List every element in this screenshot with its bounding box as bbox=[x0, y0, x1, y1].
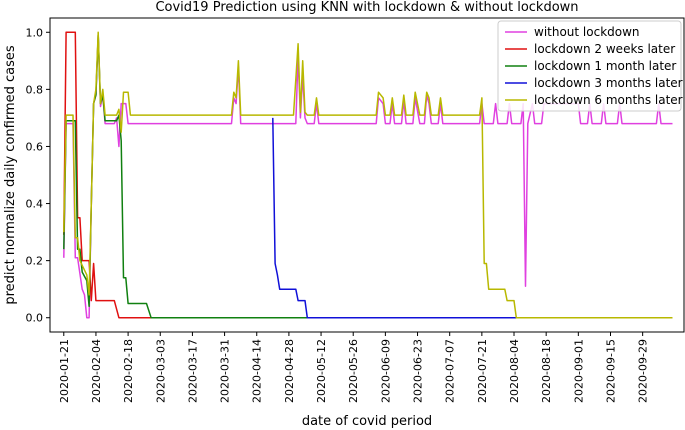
x-tick-label: 2020-05-12 bbox=[315, 339, 328, 403]
series-line-4 bbox=[272, 117, 673, 319]
x-axis: 2020-01-21 2020-02-04 2020-02-18 2020-03-03… bbox=[58, 332, 650, 403]
legend-label: lockdown 3 months later bbox=[534, 76, 683, 90]
y-tick-label: 0.4 bbox=[26, 198, 44, 211]
x-tick-label: 2020-05-26 bbox=[347, 339, 360, 403]
x-tick-label: 2020-04-28 bbox=[283, 339, 296, 403]
x-tick-label: 2020-06-09 bbox=[379, 339, 392, 403]
x-axis-title: date of covid period bbox=[302, 414, 432, 429]
x-tick-label: 2020-06-23 bbox=[412, 339, 425, 403]
legend-label: without lockdown bbox=[534, 25, 640, 39]
legend-label: lockdown 6 months later bbox=[534, 93, 683, 107]
x-tick-label: 2020-07-21 bbox=[476, 339, 489, 403]
y-tick-label: 0.2 bbox=[26, 255, 44, 268]
y-tick-label: 0.6 bbox=[26, 140, 44, 153]
x-tick-label: 2020-09-15 bbox=[604, 339, 617, 403]
x-tick-label: 2020-09-29 bbox=[637, 339, 650, 403]
x-tick-label: 2020-01-21 bbox=[58, 339, 71, 403]
x-tick-label: 2020-04-14 bbox=[251, 339, 264, 403]
legend-label: lockdown 2 weeks later bbox=[534, 42, 675, 56]
y-tick-label: 0.8 bbox=[26, 83, 44, 96]
y-tick-label: 0.0 bbox=[26, 312, 44, 325]
plot-frame bbox=[49, 17, 685, 333]
x-tick-label: 2020-03-17 bbox=[186, 339, 199, 403]
x-tick-label: 2020-08-04 bbox=[508, 339, 521, 403]
y-axis: 0.0 0.2 0.4 0.6 0.8 1.0 bbox=[26, 26, 50, 325]
legend: without lockdown lockdown 2 weeks later lo… bbox=[497, 20, 683, 112]
x-tick-label: 2020-02-04 bbox=[90, 339, 103, 403]
x-tick-label: 2020-09-01 bbox=[572, 339, 585, 403]
x-tick-label: 2020-08-18 bbox=[540, 339, 553, 403]
legend-box bbox=[497, 20, 682, 112]
x-tick-label: 2020-03-31 bbox=[219, 339, 232, 403]
y-axis-title: predict normalize daily confirmed cases bbox=[3, 45, 18, 305]
series-line-2 bbox=[63, 31, 673, 319]
x-tick-label: 2020-02-18 bbox=[122, 339, 135, 403]
chart-title: Covid19 Prediction using KNN with lockdo… bbox=[155, 0, 578, 15]
series-line-5 bbox=[63, 31, 673, 319]
x-tick-label: 2020-07-07 bbox=[444, 339, 457, 403]
x-tick-label: 2020-03-03 bbox=[154, 339, 167, 403]
y-tick-label: 1.0 bbox=[26, 26, 44, 39]
legend-label: lockdown 1 month later bbox=[534, 59, 676, 73]
